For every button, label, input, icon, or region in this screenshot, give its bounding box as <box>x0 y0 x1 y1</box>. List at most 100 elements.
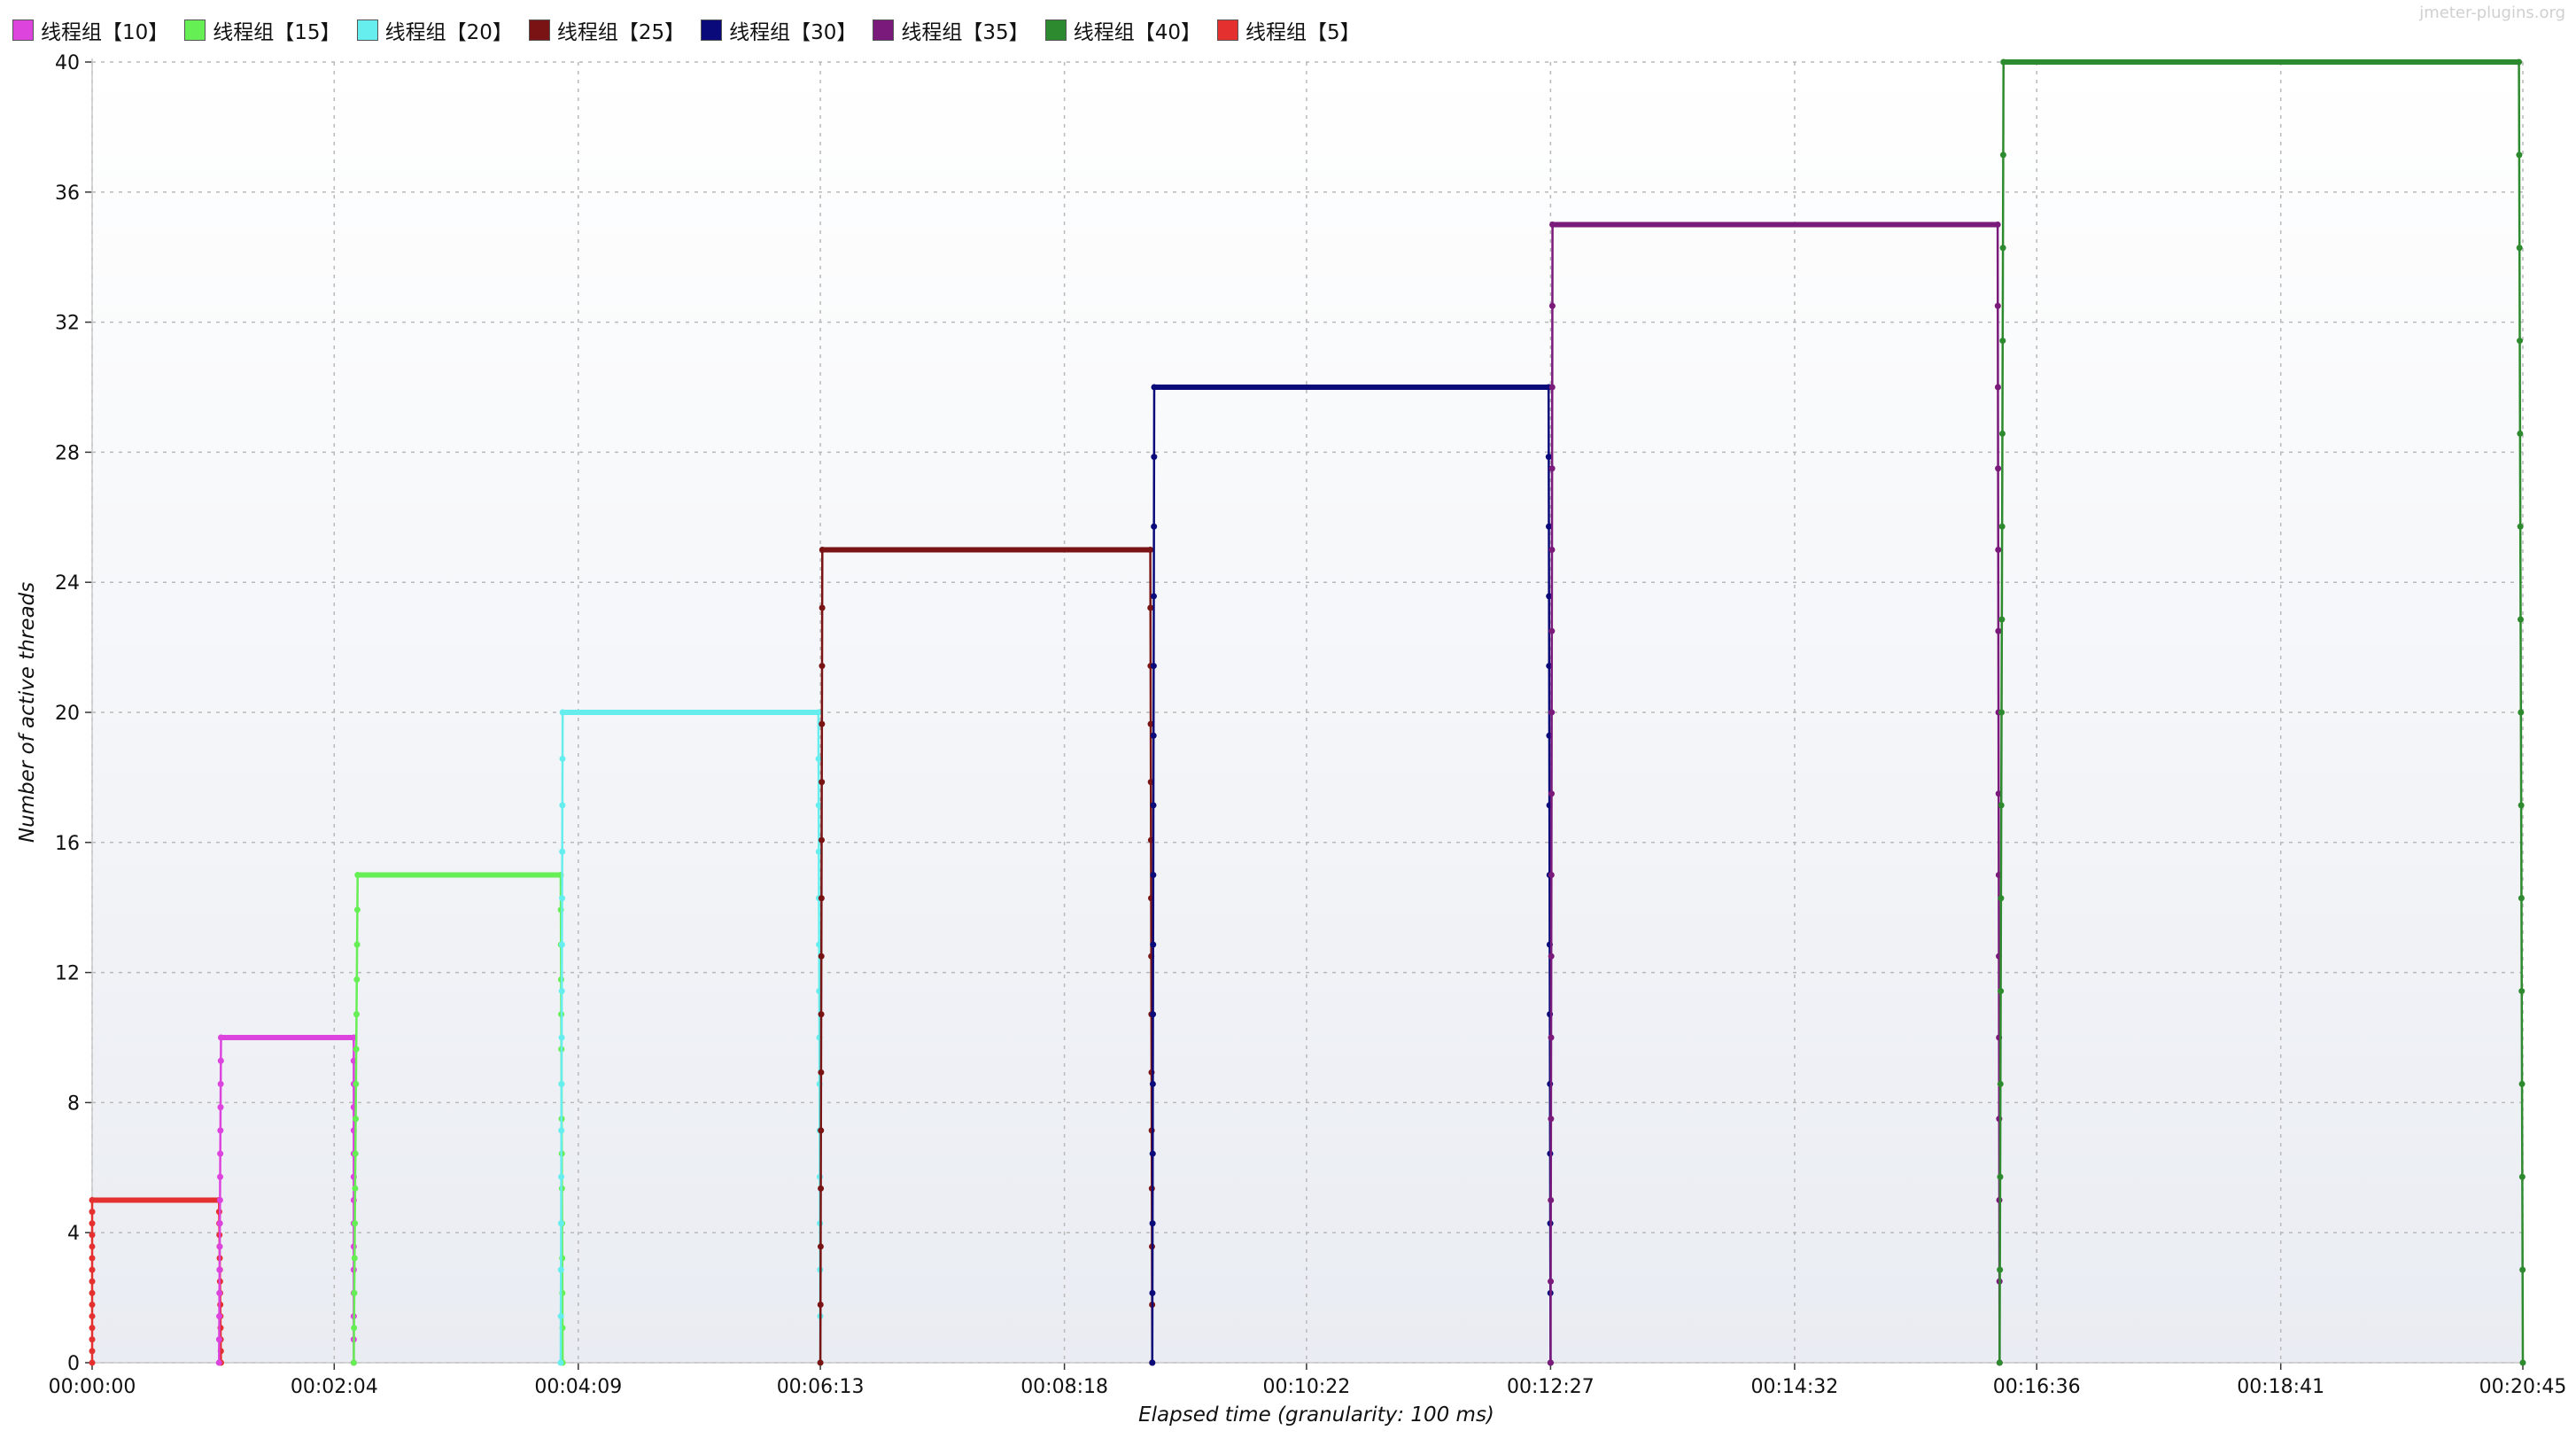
series-point <box>2518 1080 2526 1087</box>
series-point <box>217 1173 224 1180</box>
series-point <box>217 1080 224 1087</box>
series-point <box>1149 1359 1156 1366</box>
series-point <box>559 802 566 809</box>
legend-label: 线程组【5】 <box>1245 21 1361 44</box>
series-point <box>217 1104 224 1111</box>
series-point <box>1549 222 1556 228</box>
series-point <box>215 1359 222 1366</box>
series-point <box>1548 1116 1555 1123</box>
legend-item: 线程组【40】 <box>1044 15 1201 45</box>
x-tick-label: 00:14:32 <box>1750 1376 1838 1398</box>
series-point <box>559 848 566 855</box>
legend-item: 线程组【15】 <box>184 15 341 45</box>
series-point <box>559 895 566 902</box>
series-point <box>216 1243 223 1250</box>
series-point <box>217 1127 224 1134</box>
series-point <box>1150 732 1157 739</box>
series-point <box>351 1255 358 1262</box>
series-point <box>558 941 565 948</box>
series-point <box>217 1034 224 1041</box>
series-point <box>89 1289 96 1296</box>
series-point <box>558 1080 565 1087</box>
legend-item: 线程组【5】 <box>1216 15 1361 45</box>
series-point <box>1548 709 1556 716</box>
series-point <box>1147 604 1154 611</box>
series-point <box>2518 1173 2526 1180</box>
series-point <box>89 1336 96 1343</box>
legend-label: 线程组【35】 <box>901 21 1029 44</box>
series-point <box>2516 58 2523 66</box>
series-point <box>1998 802 2005 809</box>
legend-item: 线程组【20】 <box>356 15 513 45</box>
series-point <box>1151 593 1158 600</box>
series-point <box>217 1057 224 1064</box>
series-point <box>817 1359 824 1366</box>
series-point <box>89 1266 96 1273</box>
series-point <box>351 1325 358 1332</box>
series-point <box>350 1359 357 1366</box>
y-tick-label: 24 <box>55 572 80 595</box>
series-point <box>558 988 565 995</box>
series-point <box>815 755 822 762</box>
series-point <box>1548 465 1556 472</box>
series-point <box>1151 454 1158 461</box>
x-tick-label: 00:06:13 <box>777 1376 865 1398</box>
series-point <box>2517 430 2524 437</box>
series-point <box>2516 152 2523 159</box>
series-point <box>818 1011 825 1018</box>
series-point <box>1147 547 1154 553</box>
series-point <box>1998 709 2006 716</box>
series-point <box>1997 1266 2004 1273</box>
series-point <box>1998 895 2005 902</box>
series-point <box>89 1197 96 1203</box>
legend-label: 线程组【15】 <box>213 21 341 44</box>
y-tick-label: 12 <box>55 963 80 985</box>
series-point <box>818 952 825 960</box>
legend-swatch <box>701 19 723 41</box>
series-point <box>89 1348 96 1355</box>
series-point <box>354 872 361 878</box>
series-point <box>1999 338 2006 345</box>
series-point <box>1548 952 1555 960</box>
series-point <box>2519 1266 2526 1273</box>
series-point <box>89 1325 96 1332</box>
series-point <box>818 1069 825 1076</box>
series-point <box>1151 384 1158 391</box>
series-point <box>819 779 826 786</box>
series-point <box>89 1255 96 1262</box>
series-point <box>1150 1011 1157 1018</box>
x-tick-label: 00:18:41 <box>2237 1376 2324 1398</box>
series-point <box>815 709 822 716</box>
series-point <box>1998 523 2006 530</box>
series-point <box>1998 430 2006 437</box>
series-point <box>815 848 822 855</box>
series-point <box>353 1116 360 1123</box>
series-point <box>558 1173 565 1180</box>
series-point <box>1548 790 1556 797</box>
series-point <box>353 1011 360 1018</box>
y-tick-label: 4 <box>67 1223 80 1245</box>
series-point <box>557 1313 564 1320</box>
y-tick-label: 40 <box>55 52 80 74</box>
series-point <box>818 1127 825 1134</box>
series-point <box>559 709 566 716</box>
legend-item: 线程组【35】 <box>873 15 1029 45</box>
series-point <box>819 547 826 553</box>
series-point <box>818 1185 825 1192</box>
legend-swatch <box>873 19 895 41</box>
series-point <box>1548 1197 1555 1203</box>
series-point <box>215 1336 222 1343</box>
series-point <box>89 1359 96 1366</box>
series-point <box>558 1127 565 1134</box>
series-point <box>815 802 822 809</box>
series-point <box>89 1313 96 1320</box>
series-point <box>1548 627 1556 634</box>
y-tick-label: 8 <box>67 1092 80 1115</box>
series-point <box>1150 663 1157 670</box>
series-point <box>1995 627 2002 634</box>
watermark: jmeter-plugins.org <box>2419 4 2565 22</box>
series-point <box>818 895 825 902</box>
series-point <box>352 1150 359 1157</box>
series-point <box>819 604 826 611</box>
